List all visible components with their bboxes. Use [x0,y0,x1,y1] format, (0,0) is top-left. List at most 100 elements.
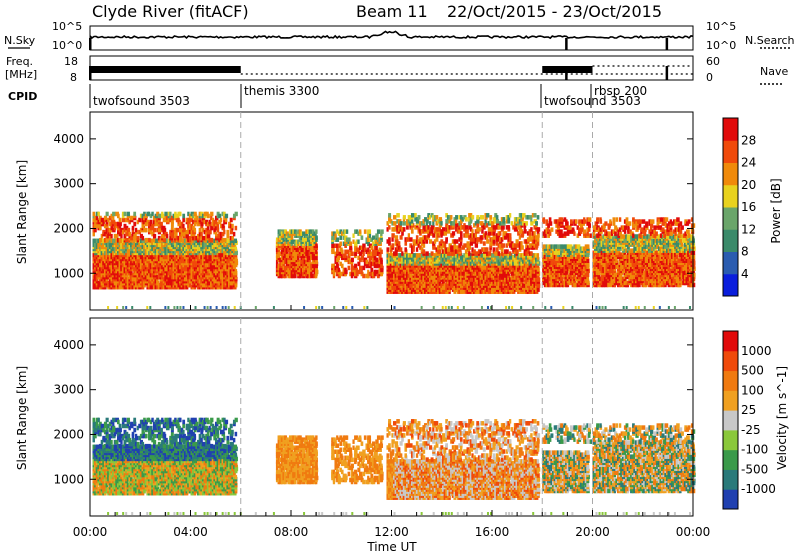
power-cell-4584 [391,233,394,238]
power-cell-4896 [476,223,479,228]
power-cell-2020 [138,218,141,223]
beam-label: Beam 11 [356,2,428,21]
power-cell-4572 [388,225,390,230]
power-cell-1982 [124,212,127,217]
power-cell-1951 [112,212,116,217]
power-cell-1901 [96,216,99,221]
power-cell-4932 [486,239,489,244]
power-cell-2253 [208,220,210,225]
power-cell-2812 [349,246,352,251]
power-cell-4658 [414,213,417,218]
power-cell-4673 [419,237,423,242]
power-cell-4713 [429,221,431,226]
power-cell-2715 [315,244,318,249]
power-cell-4776 [445,237,448,242]
freq-left-tick-top: 18 [64,55,78,68]
power-cell-2905 [370,246,373,251]
station-title: Clyde River (fitACF) [92,2,249,21]
noise-spike-2 [666,38,669,50]
power-cell-2309 [231,236,234,241]
freq-band-twofsound-1 [90,66,241,73]
noise-right-tick-top: 10^5 [706,20,736,33]
power-cell-2871 [364,229,367,234]
power-cell-2151 [179,212,181,217]
power-cell-1907 [97,212,99,217]
power-cell-4618 [401,231,404,236]
power-cell-2271 [215,220,217,225]
power-cell-2090 [163,238,166,243]
power-cell-4806 [452,221,456,226]
power-cell-2815 [351,272,354,277]
nsearch-label: N.Search [745,34,795,47]
noise-search-spikes [89,38,668,50]
power-cell-4888 [475,233,477,238]
power-cell-2958 [380,264,383,269]
power-cell-2961 [380,250,383,255]
power-cell-2929 [375,258,378,263]
power-cell-2774 [341,250,344,255]
power-cell-2789 [344,254,346,259]
power-cell-4748 [439,249,442,254]
power-cell-4914 [481,221,483,226]
power-cell-1941 [110,234,112,239]
power-cell-4629 [406,225,409,230]
power-cell-4803 [452,231,455,236]
power-cell-2731 [333,272,336,277]
nsky-label: N.Sky [4,34,36,47]
power-cell-2053 [150,220,153,225]
power-cell-4725 [432,221,434,226]
power-cell-2960 [380,258,382,263]
power-cell-4607 [398,241,400,246]
power-cell-4651 [411,213,415,218]
power-cell-1965 [119,238,122,243]
freq-left-tick-bottom: 8 [70,71,77,84]
freq-unit: [MHz] [5,68,37,81]
power-cell-2273 [217,228,220,233]
power-cell-2268 [215,232,217,237]
power-cell-4899 [476,215,479,220]
power-cell-4903 [478,227,481,232]
power-cell-2249 [207,214,210,219]
power-cell-2862 [362,274,365,279]
power-cell-2255 [210,226,213,231]
power-cell-1971 [120,234,122,239]
power-cell-2301 [226,230,229,235]
freq-spike-1 [565,66,568,80]
power-cell-4604 [396,213,400,218]
power-cell-2902 [370,268,373,273]
power-cell-4617 [401,251,403,256]
power-cell-4577 [390,251,393,256]
cpid-row: twofsound 3503 themis 3300 twofsound 350… [90,84,647,108]
power-cell-2941 [377,229,380,234]
power-cell-4835 [460,231,463,236]
power-cell-2035 [145,238,148,243]
power-cell-2057 [151,212,153,217]
power-cell-4583 [391,237,393,242]
power-cell-2710 [315,260,318,265]
power-cell-2755 [336,237,339,242]
power-cell-4782 [447,251,450,256]
power-cell-2843 [357,270,360,275]
power-cell-2760 [338,268,340,273]
power-cell-2012 [133,212,136,217]
power-cell-2274 [217,224,219,229]
power-cell-4780 [445,219,449,224]
power-cell-4589 [393,221,396,226]
power-cell-4591 [395,251,398,256]
power-cell-2312 [233,232,235,237]
power-cell-4772 [444,231,447,236]
power-cell-2089 [161,212,163,217]
power-cell-1894 [93,212,96,217]
power-cell-1886 [235,239,237,244]
power-cell-4808 [453,245,456,250]
cpid-label: CPID [8,90,37,103]
power-cell-1909 [99,226,102,231]
power-cell-4834 [460,235,463,240]
power-cell-2898 [369,233,371,238]
power-cell-4756 [439,217,442,222]
power-cell-4842 [463,243,466,248]
power-cell-2855 [359,229,361,234]
power-cell-2772 [341,264,344,269]
power-cell-2875 [365,260,368,265]
power-cell-2113 [169,212,171,217]
